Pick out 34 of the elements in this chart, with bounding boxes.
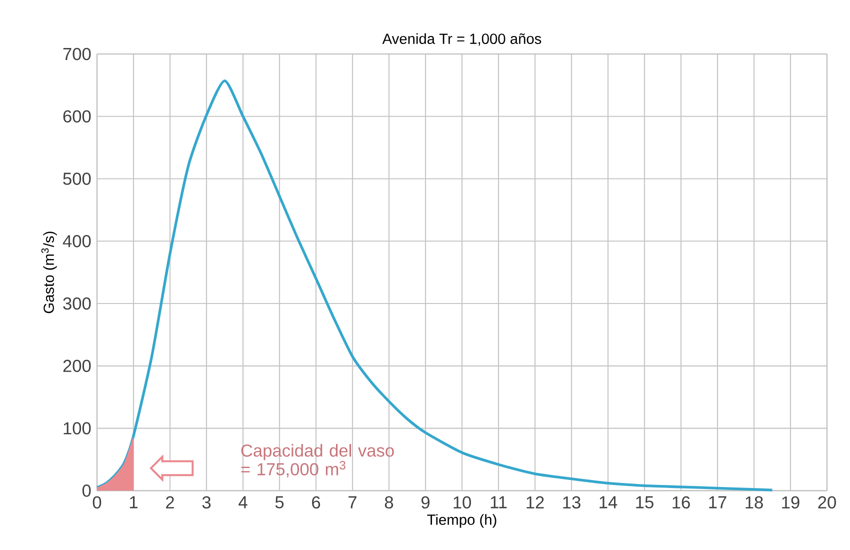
x-tick-label: 20: [818, 496, 836, 509]
y-tick-label: 700: [63, 48, 91, 60]
annotation: Capacidad del vaso = 175,000 m$^{3}$: [241, 444, 394, 478]
x-tick-label: 3: [202, 496, 211, 509]
x-tick-label: 12: [526, 496, 544, 508]
x-tick-label: 0: [92, 496, 102, 509]
chart-title: Avenida Tr = 1,000 años: [382, 33, 542, 46]
x-axis-title: Tiempo (h): [427, 514, 496, 528]
x-tick-label: 1: [130, 496, 138, 508]
y-tick-label: 100: [64, 422, 91, 434]
x-tick-label: 7: [348, 496, 356, 508]
y-tick-label: 500: [63, 172, 91, 185]
y-axis-title: Gasto (m$^{3}$/s): [41, 232, 57, 314]
y-tick-label: 600: [63, 110, 91, 123]
x-tick-label: 2: [166, 496, 174, 508]
x-tick-label: 19: [782, 496, 800, 509]
x-tick-label: 15: [636, 496, 654, 508]
y-tick-label: 200: [63, 360, 91, 372]
line-series: [96, 79, 774, 492]
x-tick-label: 11: [490, 496, 507, 508]
x-tick-label: 9: [422, 496, 430, 509]
y-tick-label: 300: [63, 297, 91, 310]
y-tick-label: 400: [62, 235, 91, 248]
x-tick-label: 18: [746, 496, 763, 509]
x-tick-label: 16: [672, 496, 690, 509]
x-tick-label: 13: [563, 496, 580, 509]
x-tick-label: 6: [312, 496, 320, 509]
x-tick-label: 14: [600, 496, 618, 508]
x-tick-label: 4: [238, 496, 248, 508]
x-tick-label: 10: [454, 496, 471, 509]
x-tick-label: 5: [275, 496, 284, 508]
x-tick-label: 17: [709, 496, 726, 508]
x-tick-label: 8: [384, 496, 394, 509]
y-tick-label: 0: [82, 484, 91, 497]
